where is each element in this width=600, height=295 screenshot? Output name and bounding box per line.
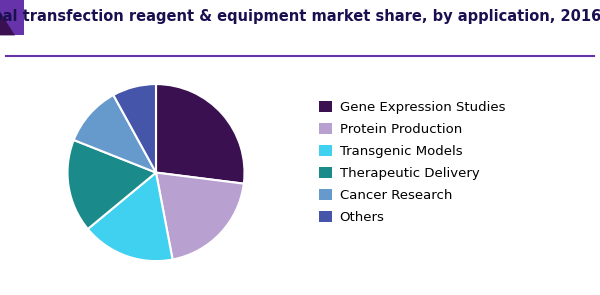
Wedge shape xyxy=(88,173,173,261)
Wedge shape xyxy=(156,173,244,260)
Wedge shape xyxy=(74,95,156,173)
Legend: Gene Expression Studies, Protein Production, Transgenic Models, Therapeutic Deli: Gene Expression Studies, Protein Product… xyxy=(319,101,505,224)
Wedge shape xyxy=(156,84,244,184)
Text: Global transfection reagent & equipment market share, by application, 2016 (%): Global transfection reagent & equipment … xyxy=(0,9,600,24)
Wedge shape xyxy=(68,140,156,229)
Wedge shape xyxy=(113,84,156,173)
